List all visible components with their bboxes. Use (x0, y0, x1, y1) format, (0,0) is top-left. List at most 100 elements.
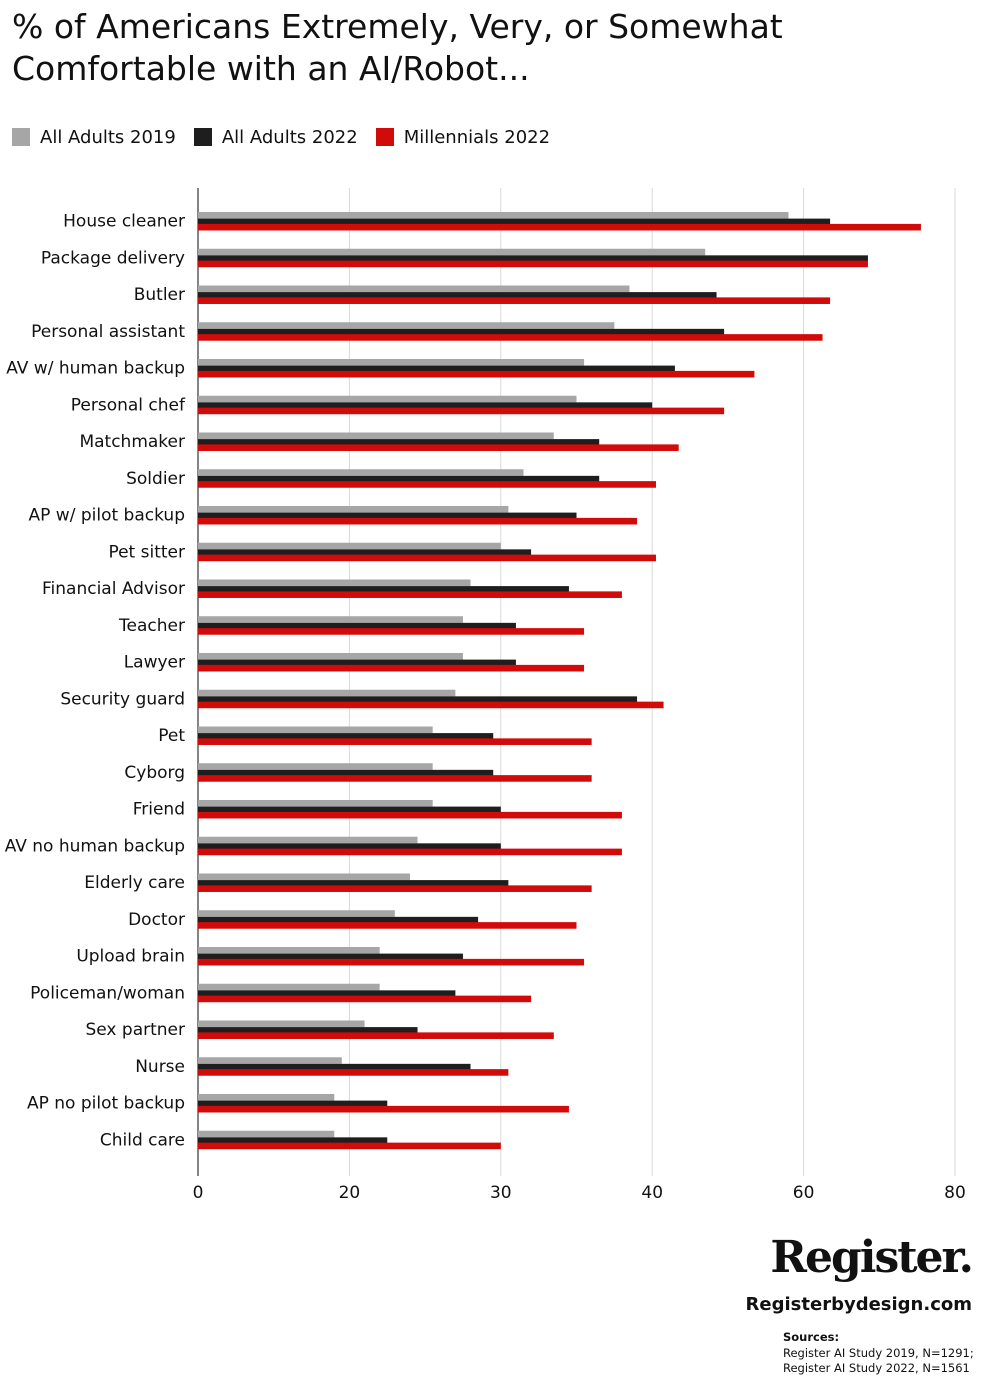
bar-cyborg-millennials-2022 (198, 775, 592, 782)
bar-child-care-all-adults-2022 (198, 1137, 388, 1144)
bar-lawyer-all-adults-2022 (198, 659, 516, 667)
bar-personal-chef-all-adults-2019 (198, 395, 577, 403)
bar-financial-advisor-all-adults-2019 (198, 579, 471, 587)
category-label-pet: Pet (158, 726, 185, 746)
category-label-ap-no-pilot-backup: AP no pilot backup (27, 1094, 185, 1114)
category-label-soldier: Soldier (126, 469, 185, 489)
category-label-teacher: Teacher (118, 616, 185, 636)
bar-pet-sitter-all-adults-2019 (198, 542, 501, 550)
bar-doctor-all-adults-2019 (198, 910, 395, 917)
category-label-nurse: Nurse (135, 1057, 185, 1077)
x-tick-label-30: 30 (490, 1183, 512, 1203)
bar-package-delivery-all-adults-2022 (198, 255, 868, 262)
legend-swatch-all-adults-2022 (193, 128, 212, 146)
legend-item-all-adults-2022: All Adults 2022 (193, 127, 358, 148)
bar-house-cleaner-all-adults-2019 (198, 212, 789, 219)
legend-item-millennials-2022: Millennials 2022 (375, 126, 551, 148)
bar-policeman-woman-all-adults-2022 (198, 990, 456, 997)
bar-security-guard-all-adults-2019 (198, 689, 456, 697)
category-label-matchmaker: Matchmaker (79, 432, 185, 452)
bar-cyborg-all-adults-2022 (198, 769, 494, 777)
x-axis-ticks: 0 20 30 40 60 80 (193, 1183, 966, 1203)
bar-soldier-millennials-2022 (198, 481, 656, 488)
bar-personal-assistant-all-adults-2019 (198, 322, 615, 329)
bar-friend-all-adults-2022 (198, 806, 501, 814)
bar-pet-all-adults-2022 (198, 733, 494, 740)
category-label-security-guard: Security guard (60, 689, 185, 709)
legend-swatch-all-adults-2019 (12, 128, 30, 146)
bar-av-w-human-backup-all-adults-2019 (198, 359, 585, 366)
bar-doctor-millennials-2022 (198, 922, 577, 929)
category-label-cyborg: Cyborg (124, 763, 185, 783)
bar-policeman-woman-millennials-2022 (198, 995, 532, 1003)
bar-nurse-all-adults-2019 (198, 1057, 342, 1064)
legend-label-millennials-2022: Millennials 2022 (403, 126, 551, 148)
sources-line-1: Register AI Study 2019, N=1291; (783, 1345, 974, 1360)
category-label-elderly-care: Elderly care (84, 873, 185, 893)
category-label-financial-advisor: Financial Advisor (42, 579, 185, 599)
bar-av-no-human-backup-all-adults-2019 (198, 836, 418, 844)
bar-friend-millennials-2022 (198, 811, 622, 819)
x-tick-label-60: 60 (793, 1183, 815, 1203)
category-label-av-w-human-backup: AV w/ human backup (6, 359, 185, 379)
bar-butler-all-adults-2022 (198, 292, 717, 299)
bar-av-no-human-backup-all-adults-2022 (198, 843, 501, 850)
category-label-policeman-woman: Policeman/woman (30, 983, 185, 1003)
bar-elderly-care-millennials-2022 (198, 885, 592, 892)
category-label-personal-chef: Personal chef (71, 395, 186, 415)
bar-ap-w-pilot-backup-all-adults-2022 (198, 512, 577, 520)
bar-lawyer-millennials-2022 (198, 664, 585, 672)
brand-url: Registerbydesign.com (745, 1294, 972, 1315)
bar-chart: House cleaner Package delivery Butler Perso… (5, 188, 966, 1203)
bar-ap-no-pilot-backup-millennials-2022 (198, 1105, 569, 1113)
bar-teacher-all-adults-2019 (198, 616, 463, 623)
bar-child-care-all-adults-2019 (198, 1130, 335, 1138)
bar-matchmaker-all-adults-2022 (198, 439, 600, 446)
bar-policeman-woman-all-adults-2019 (198, 983, 380, 991)
bar-nurse-all-adults-2022 (198, 1063, 471, 1071)
bar-personal-assistant-millennials-2022 (198, 334, 823, 341)
category-label-ap-w-pilot-backup: AP w/ pilot backup (29, 506, 185, 526)
bar-sex-partner-millennials-2022 (198, 1032, 554, 1039)
sources-line-2: Register AI Study 2022, N=1561 (783, 1361, 970, 1375)
bar-doctor-all-adults-2022 (198, 916, 479, 924)
bar-pet-millennials-2022 (198, 738, 592, 745)
sources-note: Sources: Register AI Study 2019, N=1291;… (783, 1330, 983, 1377)
bar-ap-w-pilot-backup-all-adults-2019 (198, 506, 509, 513)
bar-personal-chef-millennials-2022 (198, 407, 725, 415)
bar-butler-all-adults-2019 (198, 285, 630, 293)
bar-sex-partner-all-adults-2022 (198, 1027, 418, 1034)
bar-security-guard-all-adults-2022 (198, 696, 638, 703)
category-label-doctor: Doctor (128, 910, 185, 930)
category-label-house-cleaner: House cleaner (63, 212, 185, 232)
bar-soldier-all-adults-2022 (198, 475, 600, 483)
bar-financial-advisor-all-adults-2022 (198, 586, 569, 593)
bar-av-no-human-backup-millennials-2022 (198, 848, 622, 856)
bar-matchmaker-millennials-2022 (198, 444, 679, 451)
bar-house-cleaner-millennials-2022 (198, 223, 921, 231)
bar-sex-partner-all-adults-2019 (198, 1020, 365, 1028)
category-label-butler: Butler (134, 285, 185, 305)
bar-pet-sitter-millennials-2022 (198, 554, 656, 562)
legend-swatch-millennials-2022 (375, 128, 394, 146)
category-labels: House cleaner Package delivery Butler Perso… (5, 212, 186, 1151)
bar-ap-no-pilot-backup-all-adults-2022 (198, 1100, 388, 1108)
category-label-personal-assistant: Personal assistant (31, 322, 185, 342)
bar-ap-w-pilot-backup-millennials-2022 (198, 517, 638, 525)
bar-elderly-care-all-adults-2019 (198, 873, 410, 881)
bar-teacher-all-adults-2022 (198, 622, 516, 630)
category-label-upload-brain: Upload brain (76, 947, 185, 967)
grid-lines (197, 188, 956, 1176)
category-label-av-no-human-backup: AV no human backup (5, 836, 185, 856)
bar-teacher-millennials-2022 (198, 628, 585, 635)
category-label-pet-sitter: Pet sitter (108, 542, 185, 562)
category-label-friend: Friend (133, 800, 185, 820)
bar-upload-brain-all-adults-2019 (198, 947, 380, 954)
bar-personal-assistant-all-adults-2022 (198, 328, 725, 336)
legend: All Adults 2019 All Adults 2022 Millenni… (12, 124, 568, 150)
chart-title: % of Americans Extremely, Very, or Somew… (12, 7, 783, 88)
x-tick-label-0: 0 (193, 1183, 204, 1203)
bar-ap-no-pilot-backup-all-adults-2019 (198, 1094, 335, 1101)
x-tick-label-40: 40 (641, 1183, 663, 1203)
bar-upload-brain-millennials-2022 (198, 958, 585, 966)
